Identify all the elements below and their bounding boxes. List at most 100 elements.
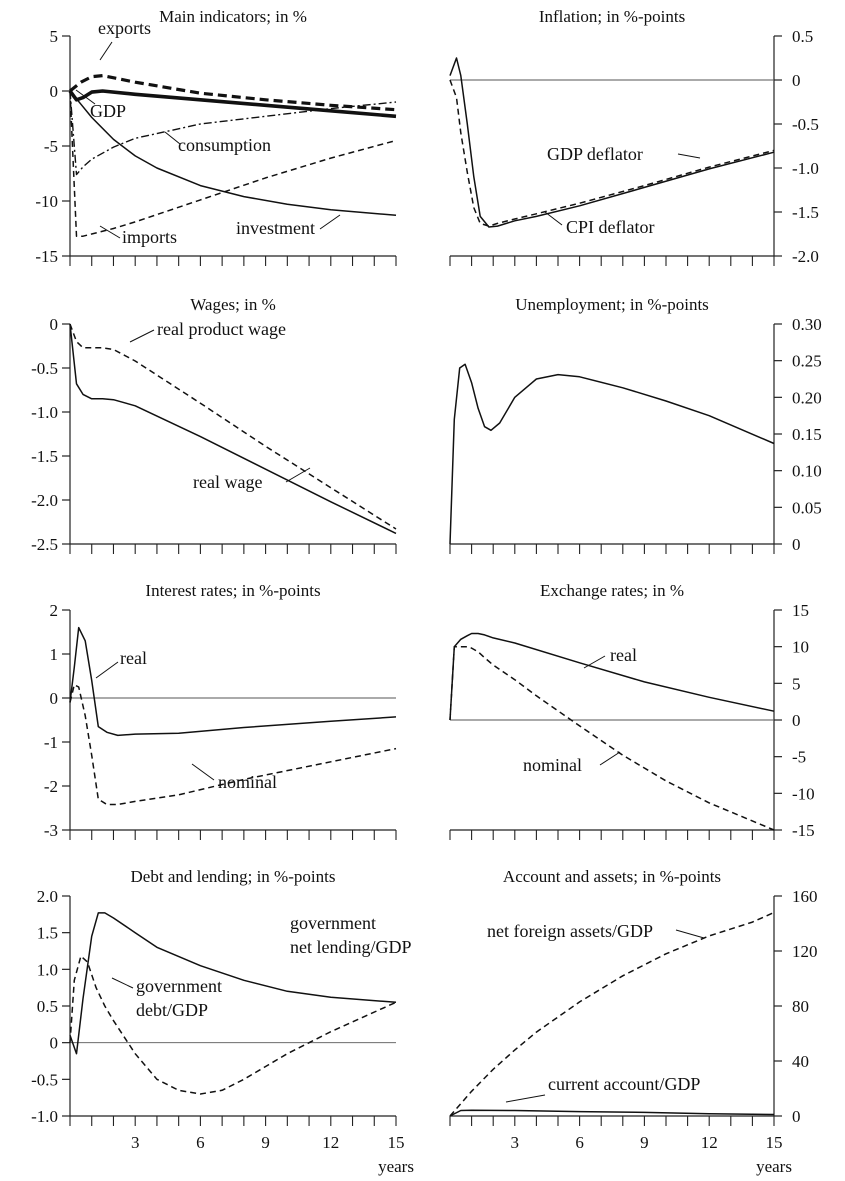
leader-line [677,153,701,159]
y-tick-label: 0.10 [792,462,822,481]
series-line-unemployment [449,363,775,545]
y-tick-label: -5 [44,137,58,156]
y-tick-label: 0.5 [37,997,58,1016]
series-label-exports: exports [98,18,151,38]
panel-2: Inflation; in %-points 0.5 0 -0.5 -1.0 -1.5 -2… [449,7,819,266]
series-label-imports: imports [122,227,177,247]
y-tick-label: -1.5 [792,203,819,222]
series-line-net-foreign-assets-gdp [449,911,775,1117]
y-tick-label: -1.0 [792,159,819,178]
y-tick-label: 0.20 [792,388,822,407]
y-tick-label: 2.0 [37,887,58,906]
y-tick-label: 1.5 [37,924,58,943]
x-tick-label: 6 [196,1133,205,1152]
leader-line [111,977,134,989]
leader-line [99,225,121,239]
panel-7: Debt and lending; in %-points 2.0 1.5 1.0 0.… [31,867,414,1176]
series-line-current-account-gdp [449,1109,775,1117]
y-tick-label: 0.15 [792,425,822,444]
y-tick-label: -0.5 [31,359,58,378]
leader-line [319,214,341,230]
series-label-gdp-deflator: GDP deflator [547,144,643,164]
series-label-debt-gdp: debt/GDP [136,1000,208,1020]
series-label-cpi-deflator: CPI deflator [566,217,654,237]
panel-title: Main indicators; in % [159,7,307,26]
series-label-nominal: nominal [523,755,582,775]
y-tick-label: 0 [50,82,59,101]
series-line-government-debt-gdp [69,955,397,1095]
y-tick-label: 40 [792,1052,809,1071]
y-tick-label: 15 [792,601,809,620]
leader-line [505,1094,546,1103]
x-tick-label: 12 [701,1133,718,1152]
y-tick-label: 0 [50,689,59,708]
x-tick-label: 15 [766,1133,783,1152]
series-line-nominal [449,645,775,831]
panel-title: Account and assets; in %-points [503,867,721,886]
y-tick-label: 0 [50,1034,59,1053]
y-tick-label: -3 [44,821,58,840]
y-tick-label: -0.5 [792,115,819,134]
leader-line [75,89,96,105]
series-label-gdp: GDP [90,101,126,121]
y-tick-label: -0.5 [31,1070,58,1089]
y-tick-label: 5 [792,674,801,693]
y-tick-label: -1.0 [31,403,58,422]
y-tick-label: 160 [792,887,818,906]
x-axis-label: years [378,1157,414,1176]
series-line-real-wage [69,323,397,535]
y-tick-label: 0.30 [792,315,822,334]
y-tick-label: -2.0 [792,247,819,266]
series-line-exports [68,73,397,112]
y-tick-label: 0.5 [792,27,813,46]
leader-line [599,751,621,766]
y-tick-label: -1 [44,733,58,752]
series-label-net-lending-gdp: net lending/GDP [290,937,412,957]
series-line-gdp [68,89,397,119]
panel-title: Interest rates; in %-points [145,581,320,600]
x-tick-label: 3 [131,1133,140,1152]
panel-6: Exchange rates; in % 15 10 5 0 -5 -10 -15 real no… [449,581,815,840]
x-tick-label: 6 [575,1133,584,1152]
y-tick-label: 5 [50,27,59,46]
y-tick-label: 0 [792,711,801,730]
y-tick-label: -2.0 [31,491,58,510]
series-line-real [449,632,775,721]
leader-line [95,661,119,679]
leader-line [129,329,155,343]
series-label-current-account-gdp: current account/GDP [548,1074,700,1094]
y-tick-label: 0.25 [792,352,822,371]
y-tick-label: 0.05 [792,498,822,517]
panel-5: Interest rates; in %-points 2 1 0 -1 -2 -3 real… [44,581,397,840]
series-label-consumption: consumption [178,135,271,155]
series-line-investment [69,90,397,217]
y-tick-label: 0 [792,535,801,554]
y-tick-label: -1.5 [31,447,58,466]
series-line-real-product-wage [69,323,397,530]
series-label-real: real [120,648,147,668]
leader-line [164,131,181,145]
y-tick-label: 0 [792,1107,801,1126]
y-tick-label: -15 [35,247,58,266]
leader-line [544,211,563,226]
y-tick-label: 10 [792,638,809,657]
series-line-real [69,626,397,737]
series-line-nominal [69,684,397,806]
y-tick-label: -5 [792,748,806,767]
series-label-investment: investment [236,218,315,238]
y-tick-label: -1.0 [31,1107,58,1126]
leader-line [99,41,113,61]
panel-3: Wages; in % 0 -0.5 -1.0 -1.5 -2.0 -2.5 real pro… [31,295,397,554]
y-tick-label: 0 [792,71,801,90]
leader-line [285,467,311,483]
y-tick-label: 1.0 [37,960,58,979]
series-label-net-foreign-assets-gdp: net foreign assets/GDP [487,921,653,941]
x-tick-label: 3 [511,1133,520,1152]
x-tick-label: 15 [388,1133,405,1152]
series-label-real: real [610,645,637,665]
panel-title: Wages; in % [190,295,276,314]
series-line-gdp-deflator [449,57,775,228]
x-tick-label: 9 [261,1133,270,1152]
x-tick-label: 12 [322,1133,339,1152]
